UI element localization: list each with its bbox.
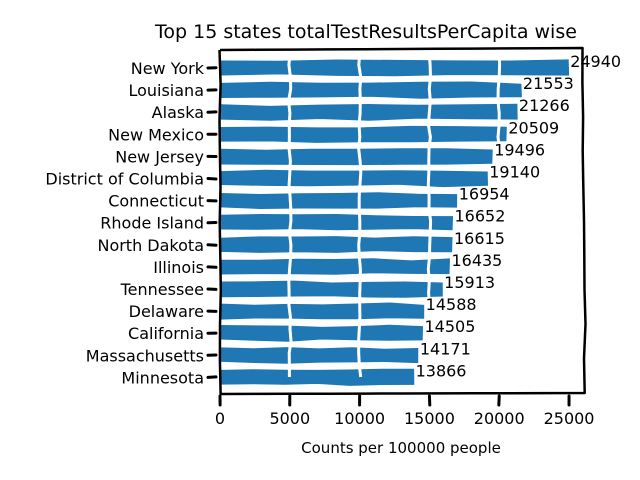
bar-new-jersey [220,148,493,166]
data-label: 13866 [416,361,467,380]
y-tick-label: District of Columbia [45,170,204,189]
y-tick-label: Alaska [152,103,204,122]
y-tick-label: Rhode Island [100,214,204,233]
bar-california [220,324,424,342]
bar-alaska [220,103,518,121]
bar-rhode-island [220,213,454,231]
data-label: 16615 [454,229,505,248]
xkcd-white-stroke [357,54,363,378]
x-tick-label: 5000 [269,409,310,428]
y-tick-label: Illinois [153,258,204,277]
data-label: 21266 [519,96,570,115]
data-label: 21553 [523,74,574,93]
y-tick-label: Tennessee [120,280,204,299]
y-tick-label: Louisiana [128,81,204,100]
xkcd-white-stroke [287,54,293,377]
bar-new-mexico [220,125,507,143]
data-label: 20509 [508,118,559,137]
data-label: 16652 [454,207,505,226]
y-tick-label: Massachusetts [86,346,204,365]
x-axis: 0 5000 10000 15000 20000 25000 [215,394,595,428]
y-tick-label: California [128,324,204,343]
xkcd-gridlines [287,54,503,378]
x-axis-label: Counts per 100000 people [301,439,501,457]
data-label: 16435 [451,251,502,270]
y-tick-label: New Mexico [108,125,204,144]
bar-north-dakota [220,236,453,253]
data-label: 14588 [426,295,477,314]
data-labels: 24940 21553 21266 20509 19496 19140 16954 16652… [416,52,622,380]
bar-district-of-columbia [220,169,489,188]
data-label: 15913 [444,273,495,292]
bar-louisiana [220,81,522,99]
xkcd-white-stroke [426,54,433,378]
x-tick-label: 10000 [334,409,385,428]
bar-illinois [220,258,451,275]
data-label: 14171 [420,339,471,358]
y-tick-label: New Jersey [115,147,204,166]
y-tick-label: North Dakota [97,236,204,255]
y-tick-label: Delaware [129,302,204,321]
bar-massachusetts [220,347,419,364]
bar-tennessee [220,280,443,298]
plot-frame [218,46,587,396]
bars-layer [220,59,570,386]
bar-delaware [220,302,425,320]
data-label: 16954 [459,185,510,204]
data-label: 19496 [494,140,545,159]
x-tick-label: 25000 [544,409,595,428]
xkcd-white-stroke [496,54,503,378]
bar-minnesota [220,368,415,386]
data-label: 14505 [425,317,476,336]
y-axis: New York Louisiana Alaska New Mexico New Jer… [45,59,218,387]
x-tick-label: 15000 [404,409,455,428]
bar-connecticut [220,192,458,210]
data-label: 24940 [570,52,621,71]
y-tick-label: Connecticut [108,192,204,211]
y-tick-label: New York [131,59,205,78]
x-tick-label: 0 [215,409,225,428]
y-tick-label: Minnesota [121,368,204,387]
chart-title: Top 15 states totalTestResultsPerCapita … [154,21,577,43]
x-tick-label: 20000 [474,409,525,428]
bar-new-york [220,59,570,77]
data-label: 19140 [489,163,540,182]
